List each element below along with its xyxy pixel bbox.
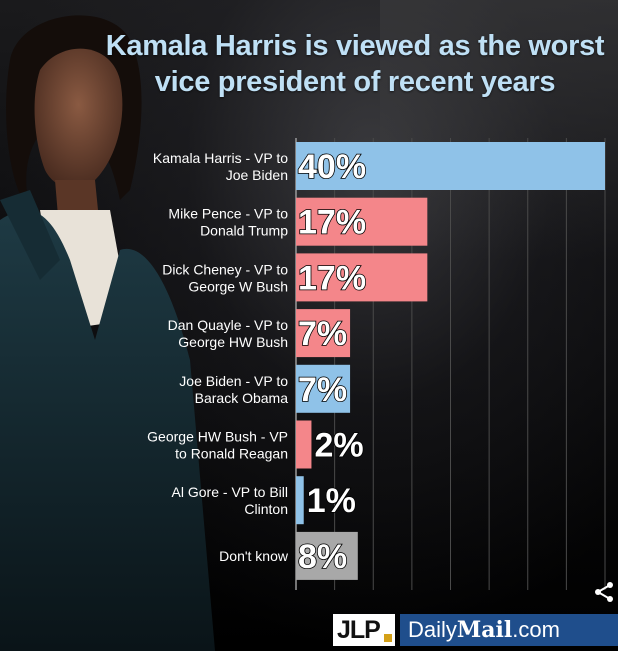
category-label-1: Mike Pence - VP to Donald Trump — [168, 206, 288, 239]
category-label-line: George W Bush — [188, 278, 288, 294]
category-label-line: Clinton — [244, 501, 288, 517]
value-label-5: 2% — [314, 427, 363, 465]
category-label-5: George HW Bush - VP to Ronald Reagan — [147, 429, 288, 462]
title-line-1: Kamala Harris is viewed as the worst — [105, 30, 605, 62]
jlp-logo: JLP — [333, 614, 395, 646]
title-line-2: vice president of recent years — [154, 66, 556, 98]
category-label-line: to Ronald Reagan — [175, 446, 288, 462]
dailymail-logo-part-1: Daily — [408, 617, 457, 642]
value-label-0: 40% — [298, 148, 366, 186]
chart-title: Kamala Harris is viewed as the worst vic… — [100, 28, 610, 100]
category-label-line: Dick Cheney - VP to — [162, 261, 288, 277]
category-label-line: Kamala Harris - VP to — [153, 150, 288, 166]
value-label-2: 17% — [298, 259, 366, 297]
value-label-7: 8% — [298, 538, 347, 576]
bar-6 — [296, 476, 304, 525]
source-logos: JLP DailyMail.com — [333, 614, 618, 646]
category-label-line: Al Gore - VP to Bill — [172, 484, 288, 500]
dailymail-logo-part-2: Mail — [456, 617, 513, 643]
jlp-logo-text: JLP — [337, 616, 381, 644]
category-label-line: Donald Trump — [200, 223, 288, 239]
category-label-line: Joe Biden — [226, 167, 288, 183]
category-label-line: Joe Biden - VP to — [179, 373, 288, 389]
category-label-6: Al Gore - VP to Bill Clinton — [172, 484, 288, 517]
bar-0 — [296, 142, 605, 190]
bar-4 — [296, 364, 351, 413]
category-label-line: George HW Bush - VP — [147, 429, 288, 445]
category-label-7: Don't know — [219, 548, 289, 564]
category-label-line: Barack Obama — [195, 390, 289, 406]
dailymail-logo-part-3: .com — [512, 617, 560, 642]
jlp-logo-dot — [384, 634, 392, 642]
value-label-4: 7% — [298, 371, 347, 409]
category-label-4: Joe Biden - VP to Barack Obama — [179, 373, 288, 406]
bar-7 — [296, 531, 358, 580]
category-label-0: Kamala Harris - VP to Joe Biden — [153, 150, 288, 183]
category-label-3: Dan Quayle - VP to George HW Bush — [168, 317, 289, 350]
category-label-line: Mike Pence - VP to — [168, 206, 288, 222]
category-label-line: Don't know — [219, 548, 289, 564]
share-icon[interactable] — [592, 580, 616, 604]
portrait-photo — [0, 15, 215, 651]
bar-3 — [296, 309, 351, 358]
value-label-3: 7% — [298, 315, 347, 353]
bar-1 — [296, 197, 428, 246]
dailymail-logo[interactable]: DailyMail.com — [400, 614, 618, 646]
bar-2 — [296, 253, 428, 302]
value-label-6: 1% — [307, 482, 356, 520]
category-label-2: Dick Cheney - VP to George W Bush — [162, 261, 288, 294]
category-label-line: Dan Quayle - VP to — [168, 317, 289, 333]
category-label-line: George HW Bush — [178, 334, 288, 350]
value-label-1: 17% — [298, 204, 366, 242]
bar-5 — [296, 420, 312, 469]
